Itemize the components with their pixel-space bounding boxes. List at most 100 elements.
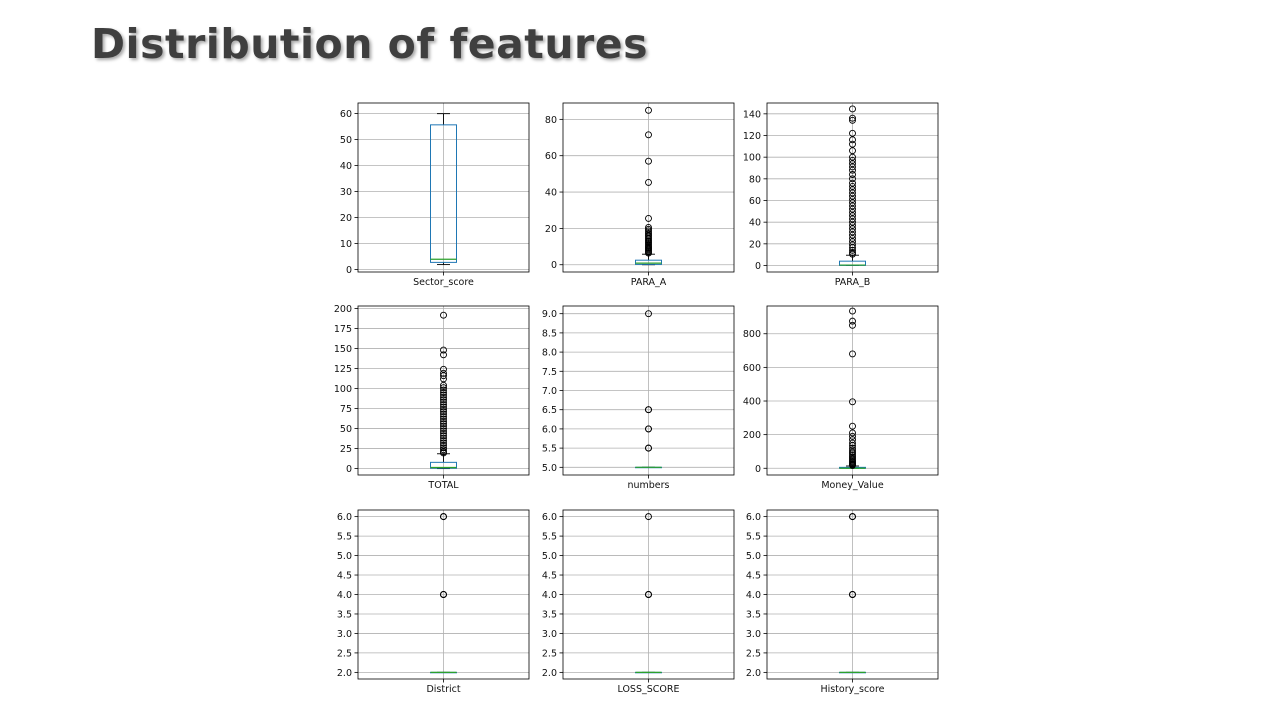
- outlier-point: [849, 221, 856, 229]
- outlier-point: [849, 156, 856, 164]
- outlier-point: [849, 461, 856, 469]
- outlier-point: [849, 591, 856, 598]
- y-tick-label: 0: [346, 265, 352, 276]
- y-tick-label: 60: [545, 151, 557, 162]
- boxplot-money-value: 0 200 400 600 800 Money_Value: [743, 305, 939, 491]
- outlier-point: [440, 446, 447, 454]
- outlier-point: [440, 417, 447, 425]
- outlier-point: [849, 442, 856, 450]
- y-tick-label: 4.5: [542, 571, 557, 582]
- outlier-point: [849, 212, 856, 220]
- outlier-point: [440, 398, 447, 406]
- x-axis-label: PARA_B: [835, 277, 871, 288]
- y-tick-label: 0: [755, 464, 761, 475]
- outlier-point: [440, 391, 447, 399]
- outlier-point: [849, 136, 856, 144]
- outlier-point: [440, 386, 447, 394]
- outlier-point: [645, 214, 652, 222]
- outlier-point: [849, 215, 856, 223]
- outlier-point: [440, 405, 447, 413]
- outlier-point: [849, 241, 856, 249]
- outlier-point: [849, 182, 856, 190]
- y-tick-label: 150: [334, 344, 352, 355]
- outlier-point: [440, 408, 447, 416]
- y-tick-label: 2.5: [542, 648, 557, 659]
- outlier-point: [849, 250, 856, 258]
- outlier-point: [849, 513, 856, 521]
- outlier-point: [440, 381, 447, 389]
- y-tick-label: 600: [743, 363, 761, 374]
- y-tick-label: 40: [749, 218, 761, 229]
- y-tick-label: 7.0: [542, 386, 557, 397]
- x-axis-label: History_score: [820, 684, 884, 695]
- y-tick-label: 3.0: [746, 629, 761, 640]
- y-tick-label: 3.5: [746, 609, 761, 620]
- boxplot-district: 2.0 2.5 3.0 3.5 4.0 4.5 5.0 5.5 6.0 District: [337, 509, 530, 695]
- outlier-point: [645, 425, 652, 433]
- outlier-point: [440, 439, 447, 447]
- outlier-point: [440, 434, 447, 442]
- y-tick-label: 6.0: [337, 512, 352, 523]
- y-tick-label: 6.0: [542, 424, 557, 435]
- outlier-point: [849, 225, 856, 233]
- y-tick-label: 100: [743, 153, 761, 164]
- outlier-point: [849, 246, 856, 254]
- y-tick-label: 5.5: [337, 532, 352, 543]
- y-tick-label: 120: [743, 131, 761, 142]
- y-tick-label: 6.0: [746, 512, 761, 523]
- y-tick-label: 5.5: [542, 444, 557, 455]
- outlier-point: [645, 513, 652, 521]
- outlier-point: [849, 175, 856, 183]
- outlier-point: [440, 384, 447, 392]
- boxplot-para-b: 0 20 40 60 80 100 120 140 PARA_B: [743, 102, 939, 288]
- outlier-point: [440, 396, 447, 404]
- outlier-point: [849, 192, 856, 200]
- x-axis-label: PARA_A: [631, 277, 667, 288]
- outlier-point: [645, 157, 652, 165]
- y-tick-label: 3.5: [337, 609, 352, 620]
- y-tick-label: 40: [340, 161, 352, 172]
- outlier-point: [440, 346, 447, 354]
- y-tick-label: 2.0: [337, 668, 352, 679]
- y-tick-label: 20: [749, 239, 761, 250]
- x-axis-label: Money_Value: [821, 480, 883, 491]
- boxplot-para-a: 0 20 40 60 80 PARA_A: [545, 102, 735, 288]
- outlier-point: [849, 398, 856, 406]
- outlier-point: [849, 140, 856, 148]
- outlier-point: [440, 311, 447, 319]
- x-axis-label: numbers: [627, 480, 669, 491]
- y-tick-label: 80: [545, 115, 557, 126]
- y-tick-label: 175: [334, 324, 352, 335]
- outlier-point: [645, 591, 652, 598]
- outlier-point: [849, 307, 856, 315]
- y-tick-label: 6.0: [542, 512, 557, 523]
- outlier-point: [849, 321, 856, 329]
- outlier-point: [849, 186, 856, 194]
- y-tick-label: 0: [346, 464, 352, 475]
- y-tick-label: 2.0: [746, 668, 761, 679]
- y-tick-label: 5.0: [746, 551, 761, 562]
- outlier-point: [849, 439, 856, 447]
- outlier-point: [440, 401, 447, 408]
- y-tick-label: 20: [545, 224, 557, 235]
- outlier-point: [440, 437, 447, 445]
- y-tick-label: 4.5: [746, 571, 761, 582]
- outlier-point: [440, 513, 447, 521]
- y-tick-label: 30: [340, 187, 352, 198]
- outlier-point: [849, 205, 856, 213]
- outlier-point: [440, 389, 447, 396]
- y-tick-label: 7.5: [542, 367, 557, 378]
- outlier-point: [645, 131, 652, 139]
- y-tick-label: 400: [743, 397, 761, 408]
- y-tick-label: 5.0: [337, 551, 352, 562]
- boxplot-loss-score: 2.0 2.5 3.0 3.5 4.0 4.5 5.0 5.5 6.0 LOSS_SCORE: [542, 509, 735, 695]
- outlier-point: [849, 114, 856, 122]
- outlier-point: [849, 202, 856, 210]
- y-tick-label: 0: [755, 261, 761, 272]
- y-tick-label: 200: [334, 304, 352, 315]
- outlier-point: [645, 406, 652, 414]
- y-tick-label: 800: [743, 329, 761, 340]
- y-tick-label: 5.0: [542, 463, 557, 474]
- outlier-point: [440, 591, 447, 598]
- y-tick-label: 50: [340, 135, 352, 146]
